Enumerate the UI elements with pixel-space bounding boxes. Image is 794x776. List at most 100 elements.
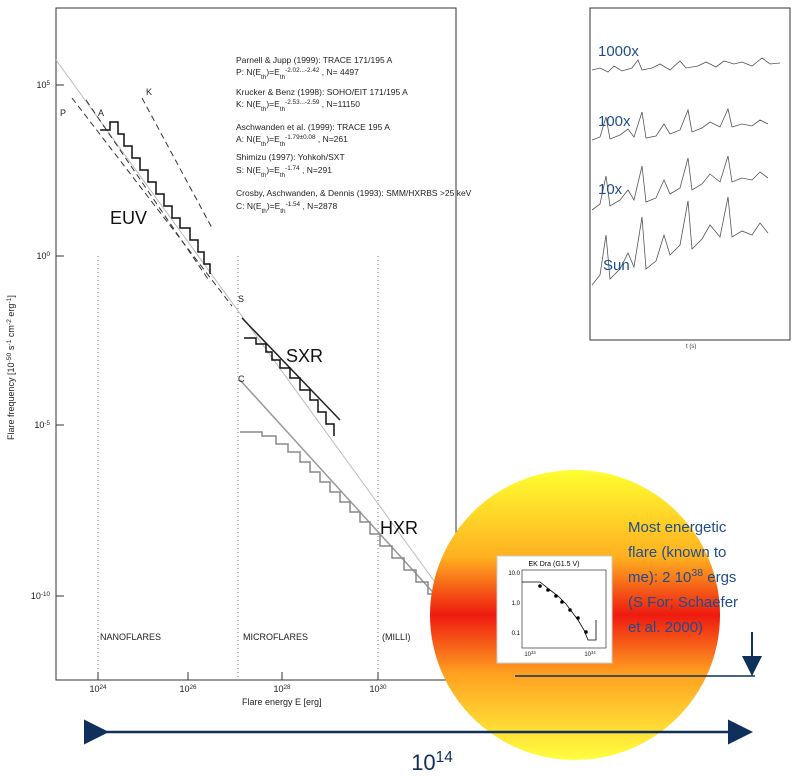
legend-line: K: N(Eth)=Eth-2.53...-2.59 , N=11150 [236,99,360,113]
text-run: et al. 2000) [628,619,703,636]
legend-line: A: N(Eth)=Eth-1.79±0.08 , N=261 [236,134,348,148]
power-base: 10 [179,684,189,694]
superscript: -2.02...-2.42 [285,67,320,74]
power-base: 10 [273,684,283,694]
ek-dra-tick: 1.0 [512,601,521,607]
light-curves [591,57,781,286]
power-exponent: 33 [531,650,536,655]
power-base: 10 [411,750,435,775]
curve-label: A [98,108,104,118]
text-run: erg [6,304,16,320]
superscript: -50 [6,352,13,362]
superscript: -1.79±0.08 [285,134,316,141]
ek-dra-x-tick: 1033 [524,650,536,659]
x-tick-label: 1028 [273,684,291,695]
x-tick-label: 1026 [179,684,197,695]
x-tick-label: 1030 [369,684,387,695]
legend-line: S: N(Eth)=Eth-1.74 , N=291 [236,165,332,179]
subscript: th [261,106,267,113]
note-line: Most energetic [628,519,727,536]
y-tick-label: 100 [36,251,50,262]
region-label: (MILLI) [382,632,411,642]
superscript: -2 [6,319,13,325]
text-run: ergs [703,569,736,586]
power-exponent: -5 [44,420,50,427]
text-run: )=E [266,134,280,144]
subscript: th [280,208,286,215]
text-run: )=E [267,201,281,211]
legend-line: Crosby, Aschwanden, & Dennis (1993): SMM… [236,188,472,198]
text-run: Aschwanden et al. (1999): TRACE 195 A [236,122,390,132]
text-run: )=E [266,67,280,77]
power-base: 10 [89,684,99,694]
text-run: Flare frequency [10 [6,362,16,440]
ek-dra-inset [496,555,613,664]
text-run: Krucker & Benz (1998): SOHO/EIT 171/195 … [236,87,408,97]
power-base: 10 [524,652,531,658]
text-run: , N=2878 [300,201,337,211]
text-run: me): 2 10 [628,569,691,586]
text-run: P: N(E [236,67,261,77]
curve-label: K [146,87,152,97]
subscript: th [280,172,286,179]
plot-frame [55,7,457,681]
power-base: 10 [36,251,46,261]
y-tick-label: 105 [36,80,50,91]
power-base: 10 [31,591,41,601]
power-exponent: 28 [284,684,292,691]
power-exponent: 0 [46,251,50,258]
curve-label: C [238,374,245,384]
power-exponent: 30 [380,684,388,691]
legend-line: Krucker & Benz (1998): SOHO/EIT 171/195 … [236,87,408,97]
power-base: 10 [36,80,46,90]
y-axis-label: Flare frequency [10-50 s-1 cm-2 erg-1] [6,295,17,440]
subscript: th [261,74,267,81]
dashed-lines [71,97,233,307]
subscript: th [262,208,268,215]
text-run: )=E [266,99,280,109]
text-run: ] [6,295,16,298]
text-run: Parnell & Jupp (1999): TRACE 171/195 A [236,55,393,65]
legend-line: C: N(Eth)=Eth-1.54 , N=2878 [236,201,337,215]
subscript: th [280,141,286,148]
superscript: 38 [691,567,703,579]
power-exponent: 14 [436,749,454,766]
euv-histogram [100,121,211,274]
text-run: , N= 4497 [319,67,359,77]
x-tick-label: 1024 [89,684,107,695]
text-run: , N=261 [316,134,349,144]
curve-label: P [60,108,66,118]
span-label: 1014 [411,749,453,776]
superscript: -1 [6,297,13,303]
text-run: , N=291 [300,165,333,175]
x-axis-label: Flare energy E [erg] [242,697,322,707]
subscript: th [261,141,267,148]
region-label: MICROFLARES [243,632,308,642]
note-line: me): 2 1038 ergs [628,567,736,586]
region-label: NANOFLARES [100,632,161,642]
legend-line: Shimizu (1997): Yohkoh/SXT [236,152,345,162]
power-base: 10 [584,652,591,658]
text-run: Crosby, Aschwanden, & Dennis (1993): SMM… [236,188,472,198]
subscript: th [261,172,267,179]
inset-label: 100x [598,113,631,130]
text-run: cm [6,325,16,340]
fit-line [55,59,446,597]
text-run: (S For; Schaefer [628,594,738,611]
inset-label: 1000x [598,43,639,60]
inset-label: 10x [598,181,623,198]
note-line: et al. 2000) [628,619,703,636]
text-run: S: N(E [236,165,261,175]
text-run: A: N(E [236,134,261,144]
fit-line-c [239,379,441,601]
sxr-histogram [244,337,335,436]
power-exponent: 24 [100,684,108,691]
inset-label: Sun [603,257,630,274]
power-base: 10 [34,420,44,430]
dotted-dividers [97,256,379,680]
power-exponent: 26 [190,684,198,691]
subscript: th [280,74,286,81]
power-exponent: 34 [591,650,596,655]
ek-dra-points [538,584,588,634]
